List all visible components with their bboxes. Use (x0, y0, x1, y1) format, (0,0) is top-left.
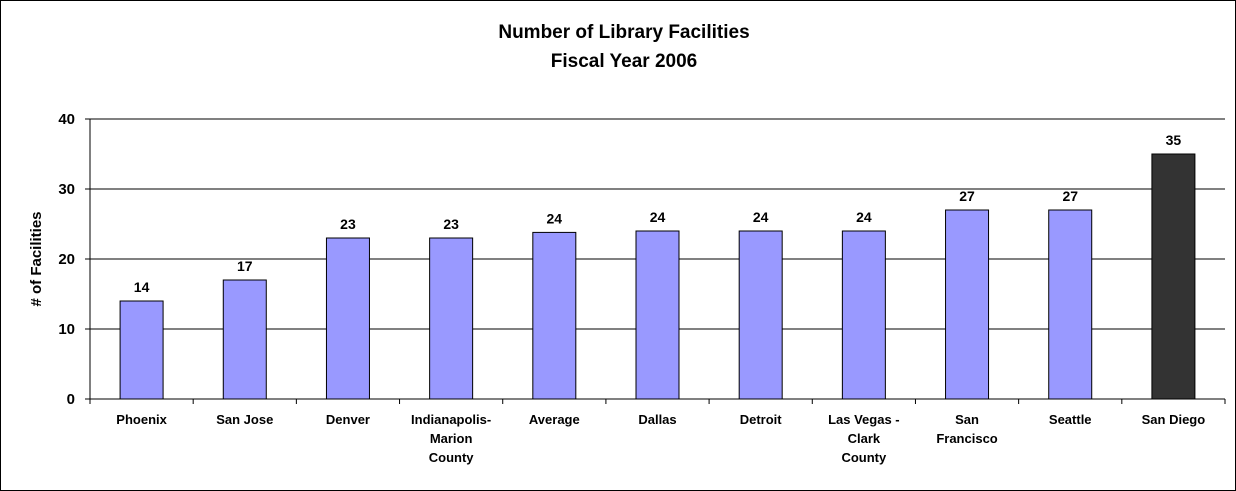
y-axis-label: # of Facilities (28, 211, 45, 306)
data-label: 17 (237, 258, 253, 274)
y-tick-label: 40 (58, 111, 75, 128)
bar (532, 231, 577, 400)
x-tick-label-line: Phoenix (116, 412, 167, 427)
axes (89, 119, 1226, 404)
x-tick-label: Indianapolis- Marion County (411, 412, 491, 465)
x-tick-label-line: Average (529, 412, 580, 427)
bars (119, 153, 1196, 400)
x-tick-label-line: San Jose (216, 412, 273, 427)
bar (1048, 209, 1093, 400)
x-tick-label: Denver (326, 412, 370, 427)
x-tick-label-line: San Diego (1142, 412, 1206, 427)
y-tick-label: 0 (67, 391, 75, 408)
x-tick-label: Las Vegas - Clark County (828, 412, 900, 465)
y-axis-ticks: 0 10 20 30 40 (58, 111, 90, 408)
x-tick-label: Detroit (740, 412, 783, 427)
x-tick-label: Average (529, 412, 580, 427)
x-tick-label-line: Dallas (638, 412, 676, 427)
data-label: 24 (753, 209, 769, 225)
data-label: 23 (443, 216, 459, 232)
chart-title-line-1: Number of Library Facilities (498, 22, 749, 43)
data-labels: 14 17 23 23 24 24 24 24 27 27 35 (134, 132, 1182, 295)
x-tick-label-line: Detroit (740, 412, 783, 427)
x-tick-label: San Francisco (936, 412, 997, 446)
bar (738, 230, 783, 400)
x-tick-label-line: County (841, 450, 887, 465)
data-label: 24 (547, 210, 563, 226)
data-label: 27 (959, 188, 975, 204)
x-tick-label: Phoenix (116, 412, 167, 427)
x-tick-label-line: Denver (326, 412, 370, 427)
x-tick-label-line: Francisco (936, 431, 997, 446)
data-label: 14 (134, 279, 150, 295)
data-label: 35 (1166, 132, 1182, 148)
bar (841, 230, 886, 400)
x-tick-label-line: Indianapolis- (411, 412, 491, 427)
bar (325, 237, 370, 400)
x-tick-label: Seattle (1049, 412, 1092, 427)
x-tick-label: San Diego (1142, 412, 1206, 427)
x-tick-label-line: Las Vegas - (828, 412, 900, 427)
data-label: 24 (856, 209, 872, 225)
x-tick-label-line: Seattle (1049, 412, 1092, 427)
data-label: 23 (340, 216, 356, 232)
data-label: 24 (650, 209, 666, 225)
x-tick-label-line: Marion (430, 431, 473, 446)
x-tick-label: Dallas (638, 412, 676, 427)
bar (945, 209, 990, 400)
y-tick-label: 30 (58, 181, 75, 198)
data-label: 27 (1062, 188, 1078, 204)
x-axis-labels: Phoenix San Jose Denver Indianapolis- Marion… (116, 412, 1205, 465)
bar (429, 237, 474, 400)
x-tick-label: San Jose (216, 412, 273, 427)
x-tick-label-line: Clark (848, 431, 881, 446)
bar (119, 300, 164, 400)
chart-title-line-2: Fiscal Year 2006 (551, 51, 698, 72)
bar (1151, 153, 1196, 400)
x-tick-label-line: San (955, 412, 979, 427)
x-tick-label-line: County (429, 450, 475, 465)
bar (635, 230, 680, 400)
bar (222, 279, 267, 400)
y-tick-label: 10 (58, 321, 75, 338)
y-tick-label: 20 (58, 251, 75, 268)
